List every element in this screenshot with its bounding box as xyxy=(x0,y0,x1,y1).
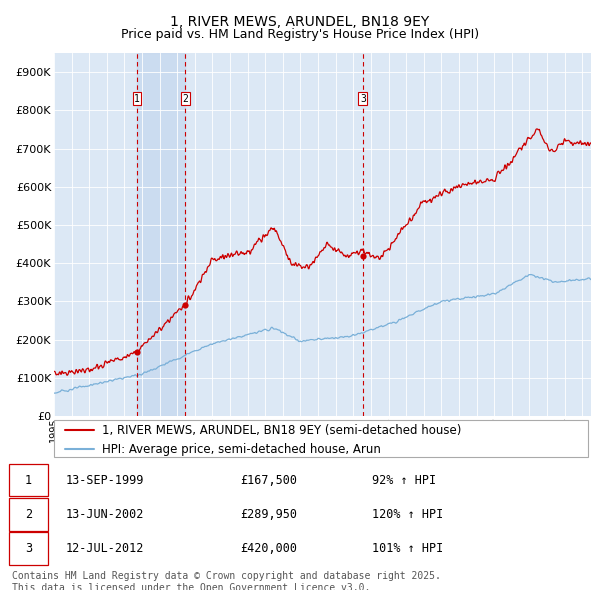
Text: 1, RIVER MEWS, ARUNDEL, BN18 9EY: 1, RIVER MEWS, ARUNDEL, BN18 9EY xyxy=(170,15,430,30)
Text: Price paid vs. HM Land Registry's House Price Index (HPI): Price paid vs. HM Land Registry's House … xyxy=(121,28,479,41)
Text: 92% ↑ HPI: 92% ↑ HPI xyxy=(372,474,436,487)
Text: 2: 2 xyxy=(25,508,32,521)
Text: 3: 3 xyxy=(360,94,366,104)
Text: 120% ↑ HPI: 120% ↑ HPI xyxy=(372,508,443,521)
Bar xyxy=(137,53,185,416)
Text: 12-JUL-2012: 12-JUL-2012 xyxy=(66,542,145,555)
FancyBboxPatch shape xyxy=(54,420,588,457)
Text: 101% ↑ HPI: 101% ↑ HPI xyxy=(372,542,443,555)
Text: 13-JUN-2002: 13-JUN-2002 xyxy=(66,508,145,521)
Text: 1: 1 xyxy=(25,474,32,487)
Text: HPI: Average price, semi-detached house, Arun: HPI: Average price, semi-detached house,… xyxy=(102,442,381,455)
Text: 3: 3 xyxy=(25,542,32,555)
Text: £289,950: £289,950 xyxy=(240,508,297,521)
Text: 2: 2 xyxy=(182,94,188,104)
Text: 1: 1 xyxy=(134,94,140,104)
Text: 1, RIVER MEWS, ARUNDEL, BN18 9EY (semi-detached house): 1, RIVER MEWS, ARUNDEL, BN18 9EY (semi-d… xyxy=(102,424,461,437)
Text: Contains HM Land Registry data © Crown copyright and database right 2025.
This d: Contains HM Land Registry data © Crown c… xyxy=(12,571,441,590)
Text: 13-SEP-1999: 13-SEP-1999 xyxy=(66,474,145,487)
Text: £420,000: £420,000 xyxy=(240,542,297,555)
Text: £167,500: £167,500 xyxy=(240,474,297,487)
